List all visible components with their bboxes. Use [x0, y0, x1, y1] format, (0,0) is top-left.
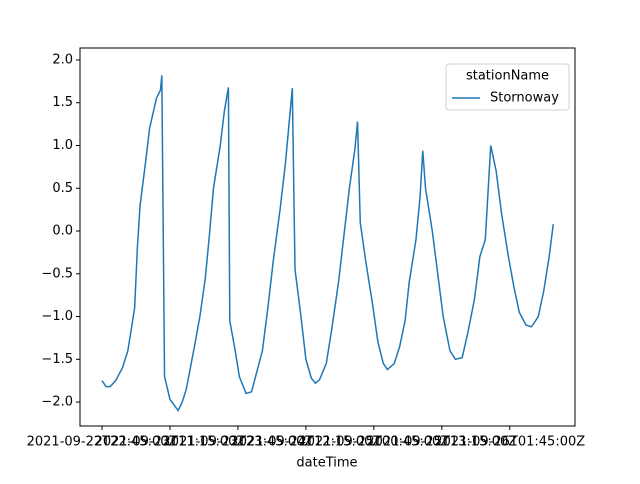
x-tick-label: 2021-09-23T23:45:00Z — [163, 435, 314, 450]
y-tick-label: 0.0 — [52, 224, 73, 239]
line — [101, 75, 554, 413]
y-tick-label: 0.5 — [52, 181, 73, 196]
x-tick-label: 2021-09-25T13:15:00Z — [366, 435, 517, 450]
legend-title: stationName — [466, 69, 549, 84]
y-tick-label: −1.0 — [41, 309, 73, 324]
y-tick-label: −1.5 — [41, 352, 73, 367]
y-tick-label: 1.0 — [52, 138, 73, 153]
x-axis-label: dateTime — [296, 456, 357, 471]
x-tick-label: 2021-09-22T22:45:00Z — [27, 435, 178, 450]
x-tick-label: 2021-09-25T00:45:00Z — [298, 435, 449, 450]
legend-label: Stornoway — [490, 91, 559, 106]
x-tick-label: 2021-09-26T01:45:00Z — [434, 435, 585, 450]
y-tick-label: −2.0 — [41, 395, 73, 410]
y-tick-label: 1.5 — [52, 95, 73, 110]
x-tick-label: 2021-09-23T11:15:00Z — [95, 435, 246, 450]
y-tick-label: 2.0 — [52, 52, 73, 67]
x-tick-label: 2021-09-24T12:15:00Z — [230, 435, 381, 450]
plot-frame — [79, 47, 576, 427]
y-tick-label: −0.5 — [41, 266, 73, 281]
